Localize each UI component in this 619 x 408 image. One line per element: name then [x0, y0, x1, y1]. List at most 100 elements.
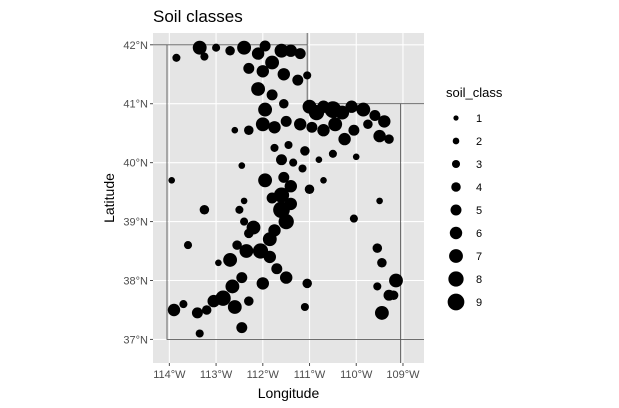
data-point	[294, 48, 306, 60]
legend-label: 7	[476, 251, 482, 263]
data-point	[240, 217, 249, 226]
data-point	[284, 197, 297, 211]
data-point	[255, 117, 270, 132]
data-point	[348, 124, 360, 136]
data-point	[328, 149, 337, 158]
data-point	[258, 102, 273, 117]
data-point	[369, 110, 381, 121]
y-tick-label: 37°N	[123, 334, 148, 346]
data-point	[179, 300, 188, 309]
data-point	[266, 89, 278, 101]
data-point	[377, 258, 387, 268]
data-point	[258, 173, 273, 188]
data-point	[265, 55, 280, 70]
y-tick-label: 40°N	[123, 158, 148, 170]
data-point	[284, 180, 297, 193]
x-axis-title: Longitude	[258, 385, 320, 401]
data-point	[276, 154, 287, 166]
data-point	[315, 156, 323, 164]
data-point	[268, 121, 281, 134]
legend-label: 3	[476, 159, 482, 171]
data-point	[317, 124, 330, 137]
legend-items: 1 2 3 4 5 6 7 8 9	[447, 113, 482, 311]
y-tick-label: 42°N	[123, 40, 148, 52]
data-point	[244, 125, 254, 135]
legend-label: 4	[476, 182, 482, 194]
legend-label: 1	[476, 113, 482, 125]
data-point	[284, 140, 293, 150]
data-point	[232, 240, 242, 250]
legend-key	[451, 182, 461, 192]
x-tick-label: 112°W	[247, 369, 280, 381]
state-boundary	[153, 33, 424, 363]
legend-label: 5	[476, 205, 482, 217]
data-point	[256, 65, 269, 78]
data-point	[328, 117, 343, 132]
x-tick-label: 110°W	[340, 369, 373, 381]
data-point	[251, 82, 266, 96]
y-axis-title: Latitude	[101, 173, 117, 223]
data-point	[201, 305, 212, 315]
data-point	[289, 158, 298, 167]
data-point	[172, 53, 181, 62]
y-tick-label: 39°N	[123, 217, 148, 229]
data-point	[303, 71, 312, 80]
data-point	[238, 162, 246, 169]
data-point	[240, 197, 248, 205]
x-tick-label: 111°W	[294, 369, 326, 381]
chart-title: Soil classes	[153, 7, 243, 26]
legend-key	[449, 249, 463, 263]
legend-key	[452, 137, 460, 145]
data-point	[292, 74, 304, 86]
data-point	[191, 307, 203, 319]
data-point	[278, 171, 290, 183]
data-point	[279, 98, 289, 109]
data-point	[302, 278, 312, 289]
data-point	[256, 277, 269, 290]
data-point	[284, 44, 297, 57]
data-point	[352, 153, 360, 161]
data-point	[280, 271, 293, 284]
data-point	[363, 119, 373, 130]
data-point	[274, 43, 289, 58]
data-point	[212, 43, 221, 52]
data-point	[372, 243, 383, 253]
legend-key	[451, 159, 461, 169]
data-point	[335, 105, 350, 120]
data-point	[244, 296, 254, 306]
data-point	[263, 250, 276, 264]
data-point	[259, 40, 271, 52]
data-point	[235, 205, 244, 214]
data-point	[225, 279, 240, 294]
legend-label: 8	[476, 274, 482, 286]
data-point	[236, 322, 248, 334]
data-points	[167, 40, 403, 338]
x-axis: 114°W 113°W 112°W 111°W 110°W 109°W	[153, 363, 420, 381]
data-point	[168, 176, 176, 184]
data-point	[306, 121, 318, 133]
y-axis: 37°N 38°N 39°N 40°N 41°N 42°N	[123, 40, 153, 346]
data-point	[183, 241, 193, 250]
data-point	[225, 45, 235, 56]
data-point	[300, 302, 309, 312]
x-tick-label: 113°W	[200, 369, 233, 381]
data-point	[378, 115, 391, 128]
data-point	[320, 176, 327, 184]
data-point	[373, 282, 382, 291]
data-point	[237, 40, 252, 55]
y-tick-label: 41°N	[123, 99, 148, 111]
data-point	[271, 263, 283, 275]
data-point	[384, 134, 394, 144]
legend-key	[449, 226, 463, 240]
data-point	[231, 126, 239, 134]
data-point	[239, 244, 254, 258]
legend-key	[448, 271, 464, 287]
data-point	[262, 232, 277, 247]
data-point	[338, 132, 351, 146]
data-point	[223, 252, 238, 267]
data-point	[227, 300, 242, 314]
data-point	[280, 115, 292, 127]
data-point	[345, 100, 358, 113]
data-point	[251, 47, 265, 60]
